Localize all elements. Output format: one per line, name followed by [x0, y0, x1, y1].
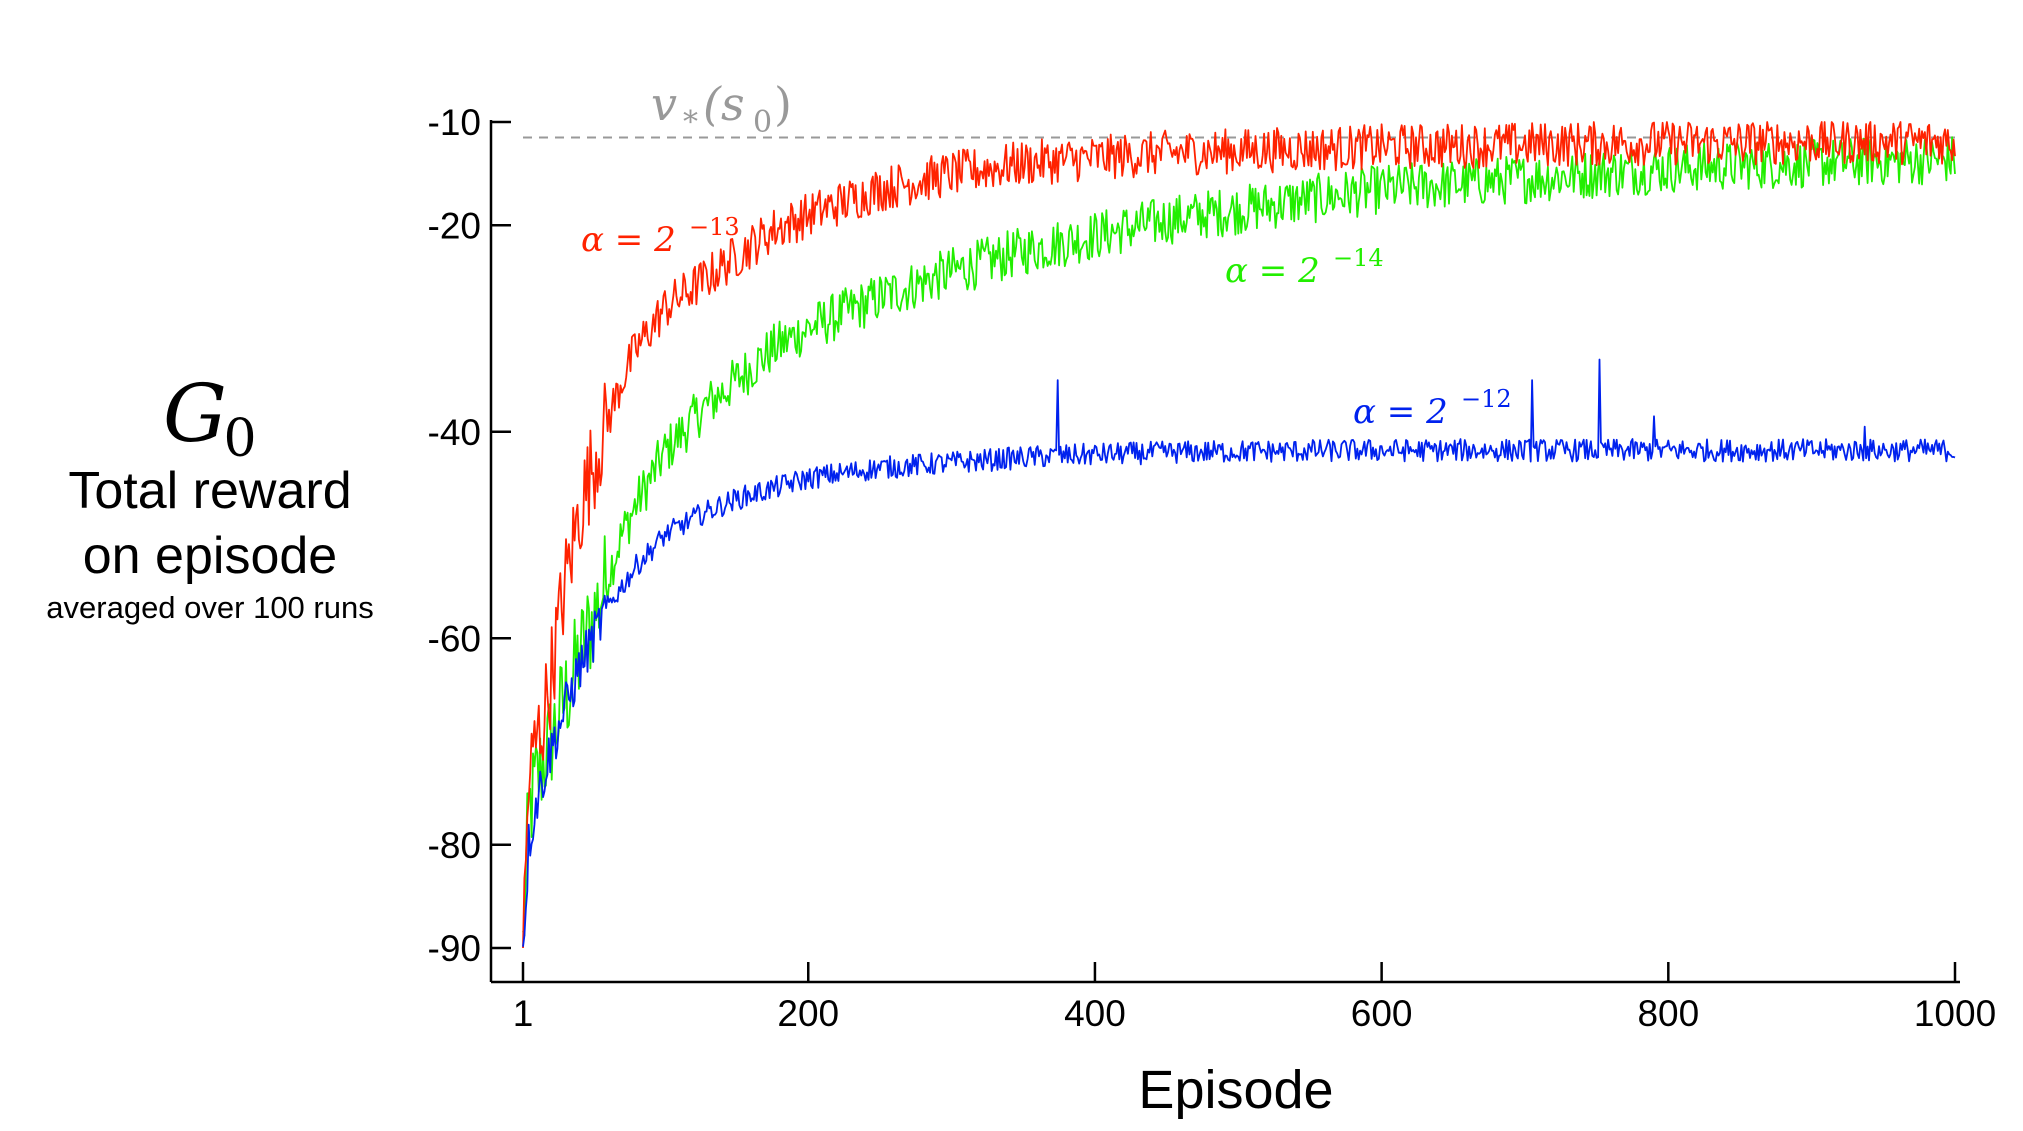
optimal-value-label-close: ) [774, 77, 792, 131]
series-label-alpha-2-12-exponent: −12 [1461, 385, 1512, 413]
optimal-value-label-arg: (s [703, 77, 745, 131]
series-label-alpha-2-14: α = 2 −14 [1225, 244, 1384, 291]
y-axis-label-line1: Total reward [68, 462, 351, 520]
series-label-alpha-2-12-base: α = 2 [1353, 392, 1448, 432]
y-tick-label: -80 [428, 825, 481, 866]
y-axis-label-line2: on episode [83, 527, 337, 585]
y-axis-symbol: G [163, 367, 227, 460]
optimal-value-label: v * (s 0 ) [651, 77, 792, 140]
y-tick-label: -60 [428, 618, 481, 659]
series-line-minus14 [522, 136, 1956, 937]
y-ticks: -10 -20 -40 -60 -80 -90 [428, 102, 511, 969]
x-axis-title: Episode [1138, 1060, 1333, 1120]
series-label-alpha-2-13: α = 2 −13 [581, 213, 740, 260]
x-tick-label: 800 [1637, 993, 1699, 1034]
optimal-value-label-star: * [683, 105, 698, 140]
series-line-minus13 [522, 121, 1956, 949]
series-line-minus12 [522, 358, 1956, 947]
y-tick-label: -40 [428, 412, 481, 453]
x-tick-label: 600 [1351, 993, 1413, 1034]
y-axis-symbol-subscript: 0 [223, 409, 256, 469]
series-lines [522, 121, 1956, 949]
x-tick-label: 200 [777, 993, 839, 1034]
x-tick-label: 1000 [1914, 993, 1996, 1034]
x-tick-label: 400 [1064, 993, 1126, 1034]
series-label-alpha-2-14-exponent: −14 [1333, 244, 1384, 272]
optimal-value-label-v: v [651, 77, 677, 131]
x-tick-label: 1 [513, 993, 534, 1034]
y-tick-label: -20 [428, 205, 481, 246]
series-label-alpha-2-13-base: α = 2 [581, 220, 676, 260]
y-axis-label: G 0 Total reward on episode averaged ove… [46, 367, 373, 625]
x-ticks: 1 200 400 600 800 1000 [513, 962, 1996, 1034]
series-label-alpha-2-12: α = 2 −12 [1353, 385, 1512, 432]
y-tick-label: -90 [428, 928, 481, 969]
y-axis-label-line3: averaged over 100 runs [46, 590, 373, 625]
series-label-alpha-2-13-exponent: −13 [689, 213, 740, 241]
optimal-value-label-arg-sub: 0 [753, 105, 772, 140]
series-label-alpha-2-14-base: α = 2 [1225, 251, 1320, 291]
y-tick-label: -10 [428, 102, 481, 143]
